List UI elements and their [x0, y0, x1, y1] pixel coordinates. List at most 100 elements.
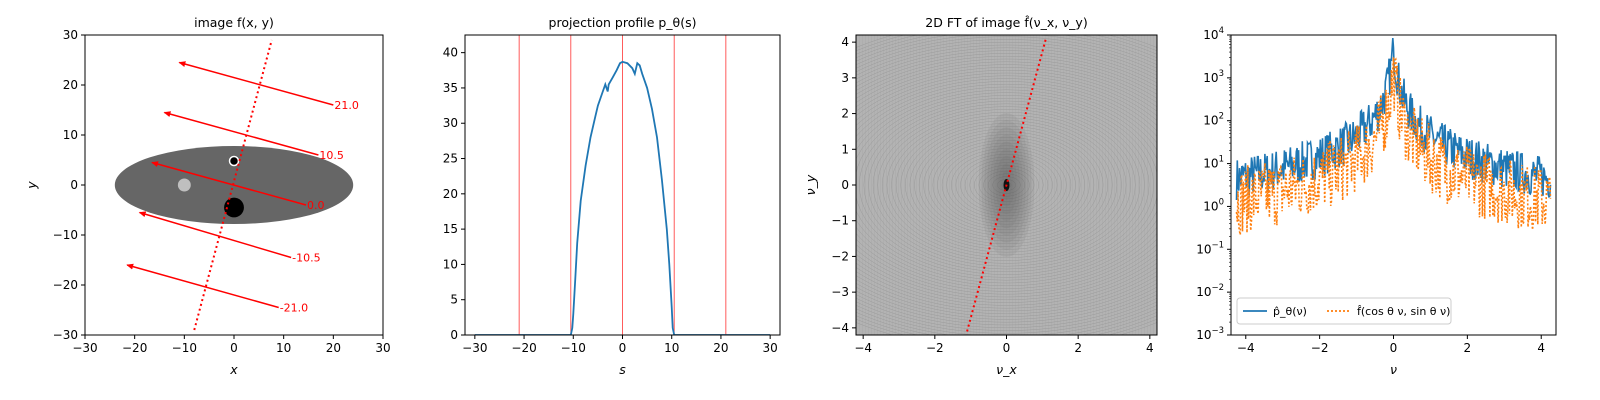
slice-spectrum-line	[1235, 57, 1552, 235]
ft-ripple	[856, 86, 1157, 284]
y-tick-label: −2	[831, 249, 849, 263]
ray-offset-label: -10.5	[292, 252, 320, 265]
ft-ripple	[987, 173, 1026, 197]
spectrum-x-label: ν	[1390, 362, 1397, 377]
legend-label-slice: f̂(cos θ ν, sin θ ν)	[1357, 305, 1450, 318]
ft-ripple	[856, 41, 1157, 329]
ft-ripple	[863, 97, 1150, 273]
y-tick-label: 40	[443, 46, 458, 60]
ray-offset-label: -21.0	[280, 302, 308, 315]
spectrum-axes-frame	[1230, 34, 1557, 336]
ft-ripple	[937, 142, 1076, 228]
y-tick-label: 35	[443, 81, 458, 95]
ray-offset-label: 10.5	[319, 149, 344, 162]
ft-ripple	[932, 139, 1081, 231]
y-tick-label: 30	[443, 116, 458, 130]
phantom-disc	[224, 197, 244, 218]
image-plot-area	[114, 39, 354, 331]
y-tick-label: 0	[450, 328, 458, 342]
y-tick-label: 0	[841, 178, 849, 192]
ft-ripple	[856, 47, 1157, 323]
ft-ripple	[877, 106, 1136, 264]
image-title: image f(x, y)	[194, 15, 274, 30]
y-tick-label: 103	[1203, 69, 1224, 85]
projection-spectrum-line	[1235, 38, 1552, 201]
x-tick-label: −10	[561, 341, 586, 355]
y-tick-label: −3	[831, 285, 849, 299]
ft-ripple	[983, 170, 1030, 200]
ft-ripple	[955, 153, 1058, 217]
central-slice-line	[966, 38, 1047, 332]
image-x-label: x	[229, 362, 238, 377]
y-tick-label: 104	[1203, 26, 1224, 42]
y-tick-label: 15	[443, 222, 458, 236]
image-y-label: y	[24, 181, 39, 190]
y-tick-label: 3	[841, 71, 849, 85]
profile-plot-area	[474, 35, 771, 335]
x-tick-label: 0	[619, 341, 627, 355]
ft-x-label: ν_x	[996, 362, 1017, 377]
ft-ripple	[946, 148, 1067, 222]
x-tick-label: 10	[276, 341, 291, 355]
x-tick-label: −20	[122, 341, 147, 355]
ft-ripple	[856, 61, 1157, 309]
profile-x-label: s	[619, 362, 626, 377]
ft-ripple	[856, 53, 1157, 317]
ft-ripple	[895, 117, 1118, 253]
ft-ripple	[856, 69, 1157, 301]
ft-ripple	[969, 162, 1044, 208]
x-tick-label: 4	[1146, 341, 1154, 355]
ray-arrow	[151, 161, 307, 206]
phantom-disc	[228, 155, 240, 167]
spectrum-plot-area	[1235, 38, 1552, 235]
phantom-disc	[177, 178, 191, 192]
ft-ripple	[856, 72, 1157, 298]
y-tick-label: 5	[450, 293, 458, 307]
x-tick-label: −10	[172, 341, 197, 355]
x-tick-label: −30	[72, 341, 97, 355]
y-tick-label: 10−2	[1196, 283, 1224, 299]
legend-label-projection: p̂_θ(ν)	[1273, 305, 1307, 318]
y-tick-label: 10	[443, 257, 458, 271]
x-tick-label: 0	[1390, 341, 1398, 355]
ft-ripple	[856, 36, 1157, 334]
ft-ripple	[923, 134, 1090, 236]
ft-ripple	[960, 156, 1053, 214]
ray-offset-label: 0.0	[307, 199, 325, 212]
x-tick-label: −2	[1311, 341, 1329, 355]
x-tick-label: −4	[854, 341, 872, 355]
ray-arrow	[163, 111, 319, 156]
y-tick-label: −20	[53, 278, 78, 292]
x-tick-label: 2	[1074, 341, 1082, 355]
ft-plot-area	[856, 35, 1157, 335]
profile-title: projection profile p_θ(s)	[549, 15, 697, 30]
y-tick-label: 30	[63, 28, 78, 42]
x-tick-label: 30	[375, 341, 390, 355]
ft-ripple	[914, 128, 1099, 242]
ft-ripple	[856, 89, 1157, 281]
y-tick-label: 20	[63, 78, 78, 92]
spectrum-legend: p̂_θ(ν) f̂(cos θ ν, sin θ ν)	[1236, 297, 1452, 325]
ft-ripple	[974, 165, 1039, 205]
ft-ripple	[856, 81, 1157, 289]
x-tick-label: 2	[1464, 341, 1472, 355]
profile-line	[474, 60, 771, 335]
ft-title: 2D FT of image f̂(ν_x, ν_y)	[925, 15, 1087, 30]
x-tick-label: −4	[1237, 341, 1255, 355]
y-tick-label: 10−3	[1196, 326, 1224, 342]
ray-arrow	[126, 263, 279, 309]
ft-ripple	[951, 151, 1062, 219]
ft-ripple	[928, 137, 1085, 233]
y-tick-label: 102	[1203, 112, 1224, 128]
ft-ripple	[856, 55, 1157, 315]
ray-offset-label: 21.0	[334, 99, 359, 112]
ft-ripple	[856, 44, 1157, 326]
ft-ripple	[856, 39, 1157, 331]
ft-y-label: ν_y	[803, 174, 818, 195]
y-tick-label: −4	[831, 321, 849, 335]
ft-ripple	[886, 111, 1127, 259]
ft-ripple	[992, 176, 1021, 194]
y-tick-label: −30	[53, 328, 78, 342]
y-tick-label: 25	[443, 152, 458, 166]
